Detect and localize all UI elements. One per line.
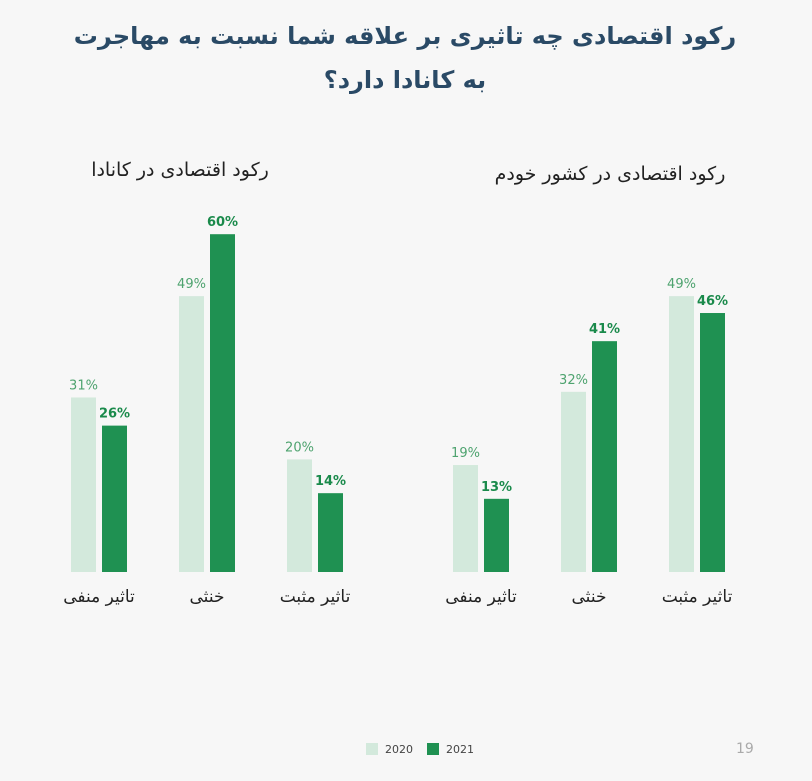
subtitle-canada: رکود اقتصادی در کانادا (91, 159, 269, 181)
data-label-canada-1-2021: 26% (99, 407, 130, 422)
data-label-own-country-1-2020: 19% (451, 446, 480, 461)
category-label-own-country-1: تاثیر منفی (445, 587, 517, 607)
category-label-own-country-3: تاثیر مثبت (662, 587, 733, 607)
page-number: 19 (736, 741, 754, 757)
legend-item-2020: 2020 (366, 743, 413, 756)
bar-own-country-3-2021 (700, 313, 725, 572)
bar-own-country-3-2020 (669, 296, 694, 572)
bar-canada-3-2021 (318, 493, 343, 572)
category-label-canada-2: خنثی (190, 587, 225, 607)
bar-canada-2-2021 (210, 234, 235, 572)
data-label-canada-1-2020: 31% (69, 378, 98, 393)
legend-swatch-2021 (427, 743, 439, 755)
data-label-canada-2-2020: 49% (177, 277, 206, 292)
bar-canada-3-2020 (287, 459, 312, 572)
data-label-own-country-3-2020: 49% (667, 277, 696, 292)
bar-own-country-1-2021 (484, 498, 509, 572)
bar-canada-2-2020 (179, 296, 204, 572)
category-label-canada-3: تاثیر مثبت (280, 587, 351, 607)
bar-canada-1-2021 (102, 425, 127, 572)
category-label-own-country-2: خنثی (572, 587, 607, 607)
data-label-own-country-3-2021: 46% (697, 294, 728, 309)
subtitle-own-country: رکود اقتصادی در کشور خودم (494, 163, 726, 185)
bar-own-country-2-2021 (592, 341, 617, 572)
legend-label-2021: 2021 (446, 742, 474, 756)
chart-title: رکود اقتصادی چه تاثیری بر علاقه شما نسبت… (73, 22, 737, 94)
bar-own-country-2-2020 (561, 391, 586, 572)
legend-swatch-2020 (366, 743, 378, 755)
data-label-canada-2-2021: 60% (207, 215, 238, 230)
data-label-own-country-2-2020: 32% (559, 373, 588, 388)
legend-item-2021: 2021 (427, 743, 474, 756)
legend-label-2020: 2020 (385, 742, 413, 756)
data-label-canada-3-2021: 14% (315, 474, 346, 489)
data-label-own-country-1-2021: 13% (481, 480, 512, 495)
bar-canada-1-2020 (71, 397, 96, 572)
data-label-own-country-2-2021: 41% (589, 322, 620, 337)
bar-own-country-1-2020 (453, 465, 478, 572)
legend: 2020 2021 (366, 741, 488, 757)
data-label-canada-3-2020: 20% (285, 440, 314, 455)
category-label-canada-1: تاثیر منفی (63, 587, 135, 607)
